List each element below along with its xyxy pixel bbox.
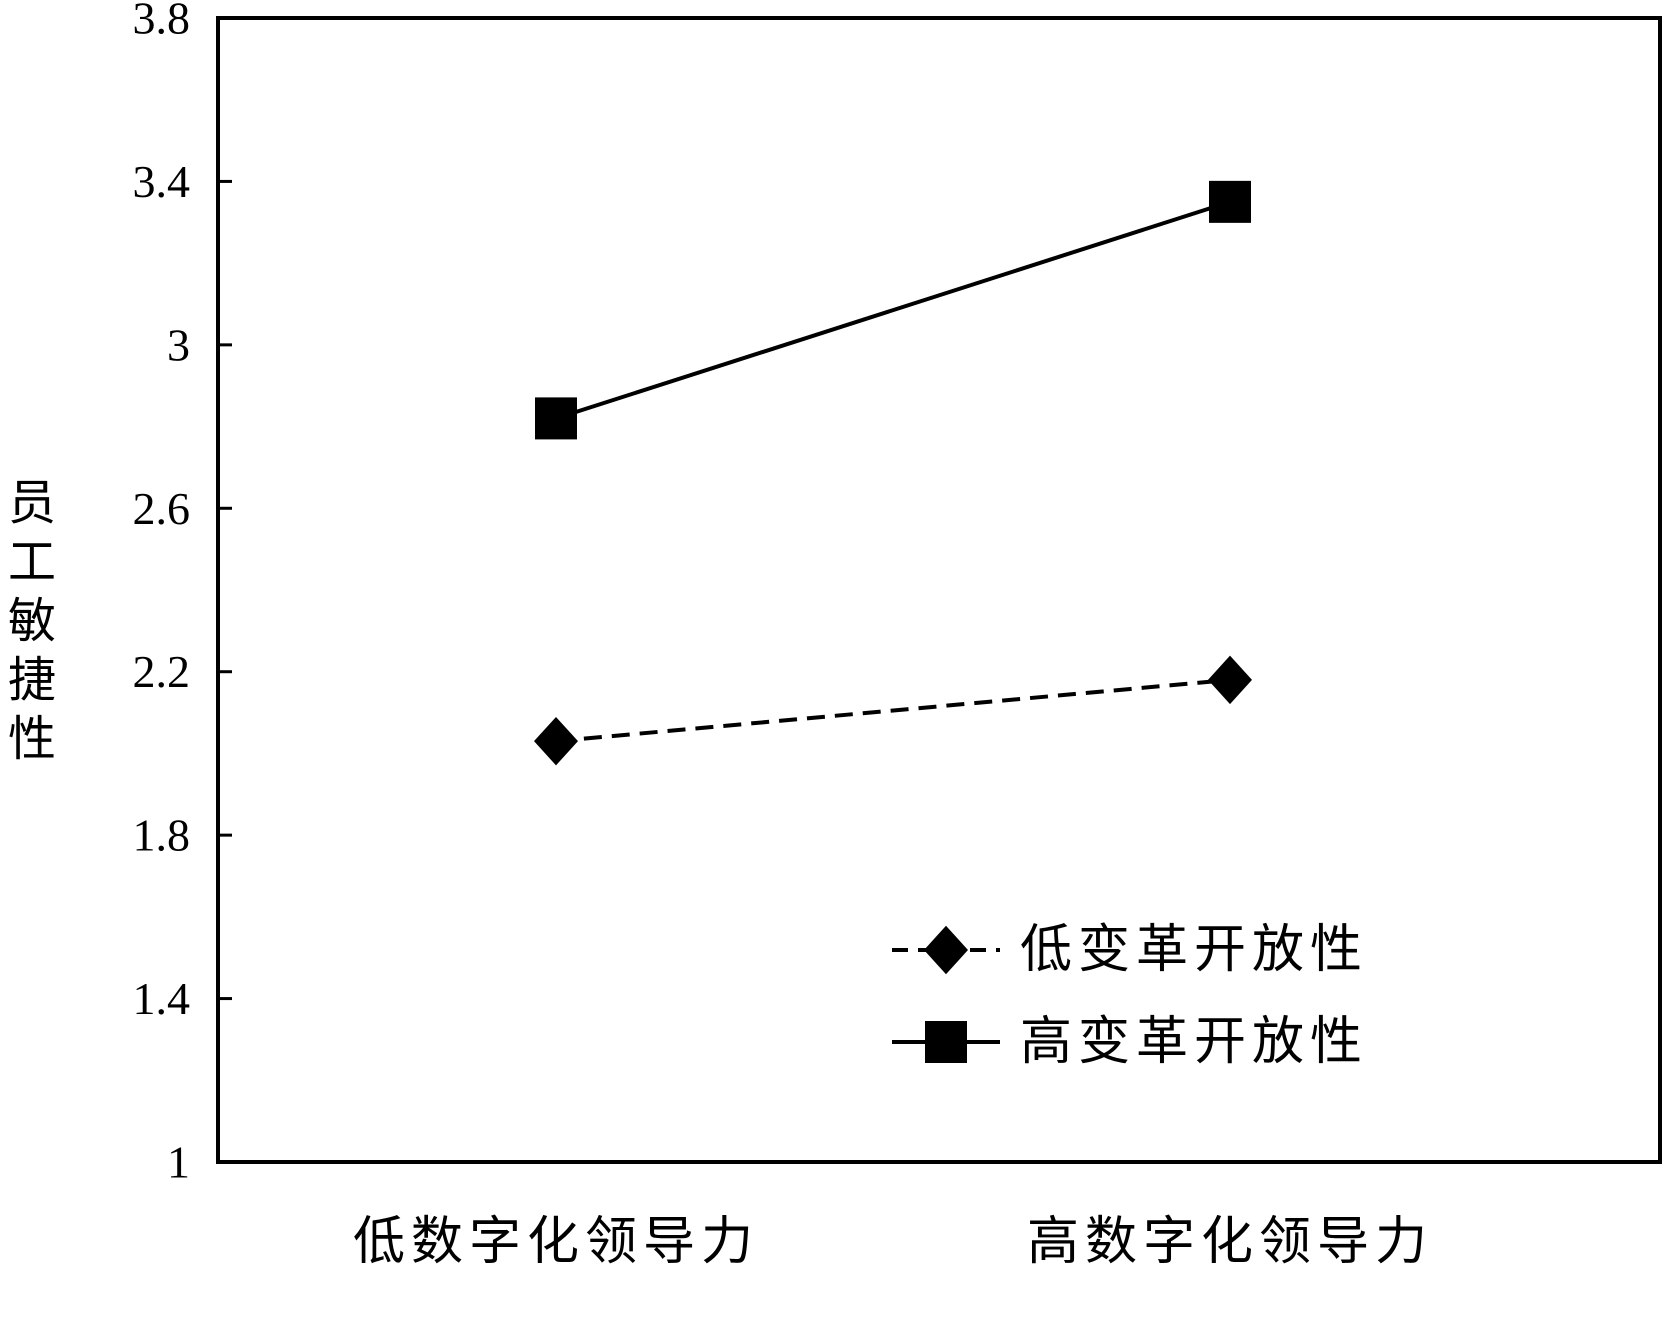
plot-frame <box>216 16 1662 1164</box>
x-category-label: 高数字化领导力 <box>1027 1212 1433 1272</box>
y-tick-label: 3.4 <box>133 156 191 207</box>
legend-marker-1 <box>925 1021 967 1063</box>
y-tick-label: 2.2 <box>133 646 191 697</box>
x-category-label: 低数字化领导力 <box>353 1212 759 1272</box>
series-line-0 <box>555 677 1231 744</box>
y-tick-label: 3.8 <box>133 0 191 44</box>
y-tick-label: 1.8 <box>133 810 191 861</box>
y-tick-label: 2.6 <box>133 483 191 534</box>
series-line-1 <box>555 199 1231 421</box>
legend-label-1: 高变革开放性 <box>1020 1012 1368 1072</box>
axis-layer: 1 1.4 1.8 2.2 2.6 3 3.4 3.8 低数字化领导力 高数字化领导力 员工敏捷性 <box>8 0 1662 1272</box>
y-tick-label: 3 <box>167 319 190 370</box>
legend-label-0: 低变革开放性 <box>1020 920 1368 980</box>
series-0-point-1 <box>1208 655 1252 705</box>
series-0-point-0 <box>534 716 578 766</box>
y-tick-label: 1.4 <box>133 973 191 1024</box>
series-1-point-1 <box>1209 180 1251 223</box>
series-layer <box>534 180 1252 766</box>
y-tick-label: 1 <box>167 1137 190 1188</box>
series-1-point-0 <box>535 397 577 440</box>
y-axis-label: 员工敏捷性 <box>8 475 56 767</box>
legend-marker-0 <box>924 925 968 975</box>
